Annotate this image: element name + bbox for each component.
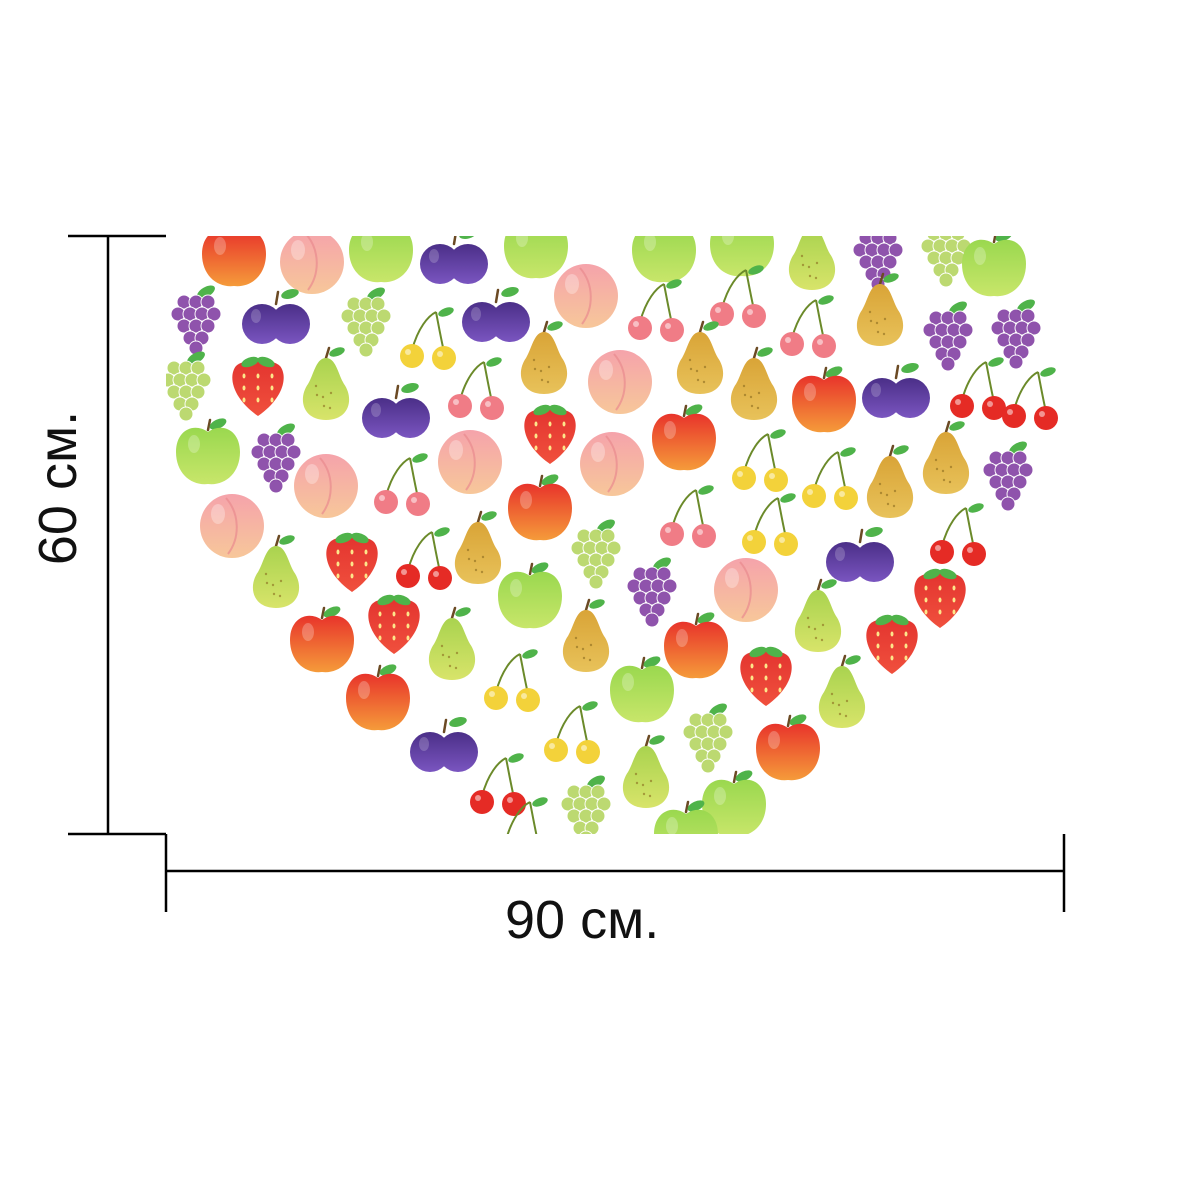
- grape-green-fruit: [682, 703, 734, 774]
- cherry-peach-fruit: [780, 295, 836, 358]
- apple-green-fruit: [610, 656, 674, 723]
- grape-purple-fruit: [170, 285, 222, 356]
- plum-fruit: [862, 363, 930, 418]
- strawberry-fruit: [326, 532, 378, 592]
- pear-green-fruit: [302, 346, 350, 420]
- plum-fruit: [362, 383, 430, 438]
- plum-fruit: [420, 236, 488, 284]
- pear-green-fruit: [788, 236, 836, 290]
- peach-fruit: [554, 264, 618, 328]
- apple-green-fruit: [498, 562, 562, 629]
- strawberry-fruit: [368, 594, 420, 654]
- strawberry-fruit: [914, 568, 966, 628]
- pear-yellow-fruit: [454, 510, 502, 584]
- cherry-red-fruit: [950, 357, 1006, 420]
- pear-yellow-fruit: [856, 272, 904, 346]
- plum-fruit: [242, 289, 310, 344]
- apple-green-fruit: [702, 770, 766, 834]
- cherry-yellow-fruit: [544, 701, 600, 764]
- apple-red-fruit: [290, 606, 354, 673]
- peach-fruit: [200, 494, 264, 558]
- grape-green-fruit: [920, 236, 972, 288]
- cherry-yellow-fruit: [742, 493, 798, 556]
- grape-purple-fruit: [990, 299, 1042, 370]
- pear-green-fruit: [794, 578, 842, 652]
- cherry-yellow-fruit: [802, 447, 858, 510]
- plum-fruit: [410, 717, 478, 772]
- cherry-yellow-fruit: [484, 649, 540, 712]
- pear-yellow-fruit: [866, 444, 914, 518]
- peach-fruit: [280, 236, 344, 294]
- peach-fruit: [580, 432, 644, 496]
- fruit-heart-artwork: [166, 236, 1064, 834]
- plum-fruit: [462, 287, 530, 342]
- width-label: 90 см.: [505, 890, 660, 950]
- apple-red-fruit: [508, 474, 572, 541]
- grape-green-fruit: [166, 351, 212, 422]
- peach-fruit: [438, 430, 502, 494]
- grape-green-fruit: [560, 775, 612, 834]
- peach-fruit: [714, 558, 778, 622]
- peach-fruit: [294, 454, 358, 518]
- cherry-peach-fruit: [660, 485, 716, 548]
- apple-red-fruit: [652, 404, 716, 471]
- cherry-yellow-fruit: [732, 429, 788, 492]
- grape-purple-fruit: [626, 557, 678, 628]
- apple-green-fruit: [176, 418, 240, 485]
- grape-purple-fruit: [982, 441, 1034, 512]
- cherry-red-fruit: [506, 797, 548, 834]
- strawberry-fruit: [524, 404, 576, 464]
- strawberry-fruit: [866, 614, 918, 674]
- apple-green-fruit: [654, 800, 718, 834]
- pear-yellow-fruit: [520, 320, 568, 394]
- pear-yellow-fruit: [676, 320, 724, 394]
- apple-green-fruit: [962, 236, 1026, 297]
- plum-fruit: [826, 527, 894, 582]
- pear-yellow-fruit: [562, 598, 610, 672]
- cherry-red-fruit: [1002, 367, 1058, 430]
- grape-green-fruit: [570, 519, 622, 590]
- peach-fruit: [588, 350, 652, 414]
- pear-green-fruit: [622, 734, 670, 808]
- apple-green-fruit: [632, 236, 696, 283]
- pear-yellow-fruit: [730, 346, 778, 420]
- pear-green-fruit: [252, 534, 300, 608]
- pear-yellow-fruit: [922, 420, 970, 494]
- strawberry-fruit: [740, 646, 792, 706]
- apple-red-fruit: [202, 236, 266, 287]
- grape-green-fruit: [340, 287, 392, 358]
- apple-red-fruit: [792, 366, 856, 433]
- grape-purple-fruit: [852, 236, 904, 292]
- apple-green-fruit: [349, 236, 413, 283]
- cherry-peach-fruit: [448, 357, 504, 420]
- cherry-peach-fruit: [374, 453, 430, 516]
- apple-green-fruit: [504, 236, 568, 279]
- apple-red-fruit: [346, 664, 410, 731]
- fruit-heart-pattern: [166, 236, 1058, 834]
- apple-red-fruit: [756, 714, 820, 781]
- height-label: 60 см.: [28, 410, 88, 566]
- cherry-red-fruit: [930, 503, 986, 566]
- pear-green-fruit: [818, 654, 866, 728]
- cherry-red-fruit: [470, 753, 526, 816]
- cherry-peach-fruit: [710, 265, 766, 328]
- strawberry-fruit: [232, 356, 284, 416]
- cherry-peach-fruit: [628, 279, 684, 342]
- apple-red-fruit: [664, 612, 728, 679]
- grape-purple-fruit: [250, 423, 302, 494]
- cherry-yellow-fruit: [400, 307, 456, 370]
- cherry-red-fruit: [396, 527, 452, 590]
- grape-purple-fruit: [922, 301, 974, 372]
- pear-green-fruit: [428, 606, 476, 680]
